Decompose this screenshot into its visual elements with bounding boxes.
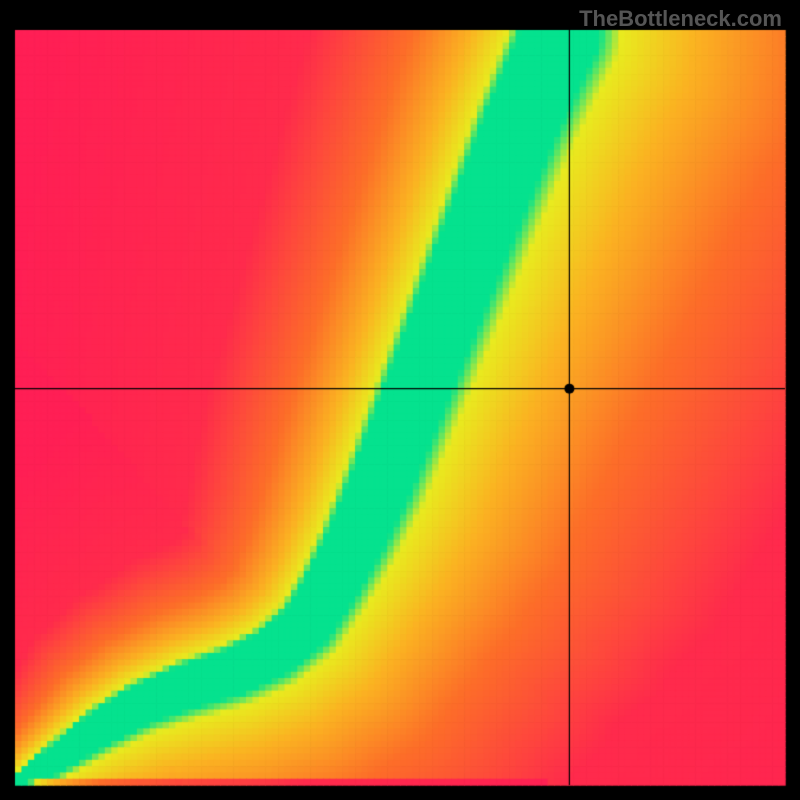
- watermark-text: TheBottleneck.com: [579, 6, 782, 32]
- bottleneck-heatmap: [0, 0, 800, 800]
